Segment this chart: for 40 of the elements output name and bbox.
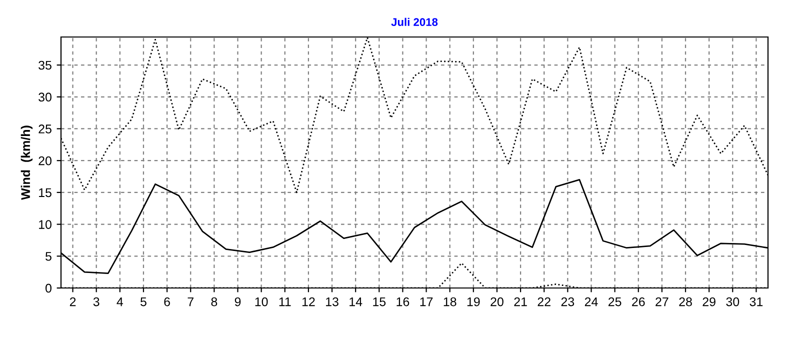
x-tick-label: 20 — [490, 297, 504, 306]
y-tick-label: 5 — [46, 252, 52, 261]
x-tick-label: 25 — [608, 297, 622, 306]
x-tick-label: 30 — [726, 297, 740, 306]
x-tick-label: 24 — [584, 297, 598, 306]
y-tick-label: 15 — [39, 188, 52, 198]
x-tick-label: 31 — [750, 297, 763, 306]
x-tick-label: 29 — [702, 297, 716, 306]
x-tick-label: 27 — [656, 297, 668, 306]
x-tick-label: 13 — [326, 297, 338, 306]
x-tick-label: 23 — [561, 297, 574, 306]
x-tick-label: 19 — [467, 297, 480, 306]
chart-title: Juli 2018 — [391, 18, 438, 26]
x-tick-label: 22 — [538, 297, 550, 306]
y-axis-title: Wind (km/h) — [20, 126, 33, 200]
y-tick-label: 20 — [38, 156, 52, 166]
x-tick-label: 16 — [396, 297, 410, 306]
y-tick-label: 10 — [39, 220, 52, 229]
x-tick-label: 17 — [420, 297, 433, 306]
x-tick-label: 2 — [70, 297, 76, 306]
x-tick-label: 3 — [93, 297, 100, 306]
y-tick-label: 35 — [38, 60, 52, 70]
x-tick-label: 15 — [373, 297, 386, 306]
x-tick-label: 6 — [164, 297, 170, 306]
x-tick-label: 12 — [302, 297, 315, 306]
x-tick-label: 26 — [632, 297, 645, 306]
x-tick-label: 14 — [350, 297, 362, 306]
x-tick-label: 10 — [255, 297, 268, 306]
x-tick-label: 21 — [514, 297, 527, 306]
x-tick-label: 7 — [188, 297, 194, 306]
x-tick-label: 9 — [234, 297, 241, 306]
y-tick-label: 0 — [46, 284, 52, 293]
x-tick-label: 5 — [140, 297, 146, 306]
y-tick-label: 25 — [38, 124, 52, 134]
x-tick-label: 4 — [116, 297, 124, 306]
x-tick-label: 18 — [444, 297, 456, 306]
x-tick-label: 11 — [279, 297, 291, 306]
y-tick-label: 30 — [38, 92, 52, 102]
x-tick-label: 28 — [679, 297, 692, 306]
x-tick-label: 8 — [211, 297, 218, 306]
